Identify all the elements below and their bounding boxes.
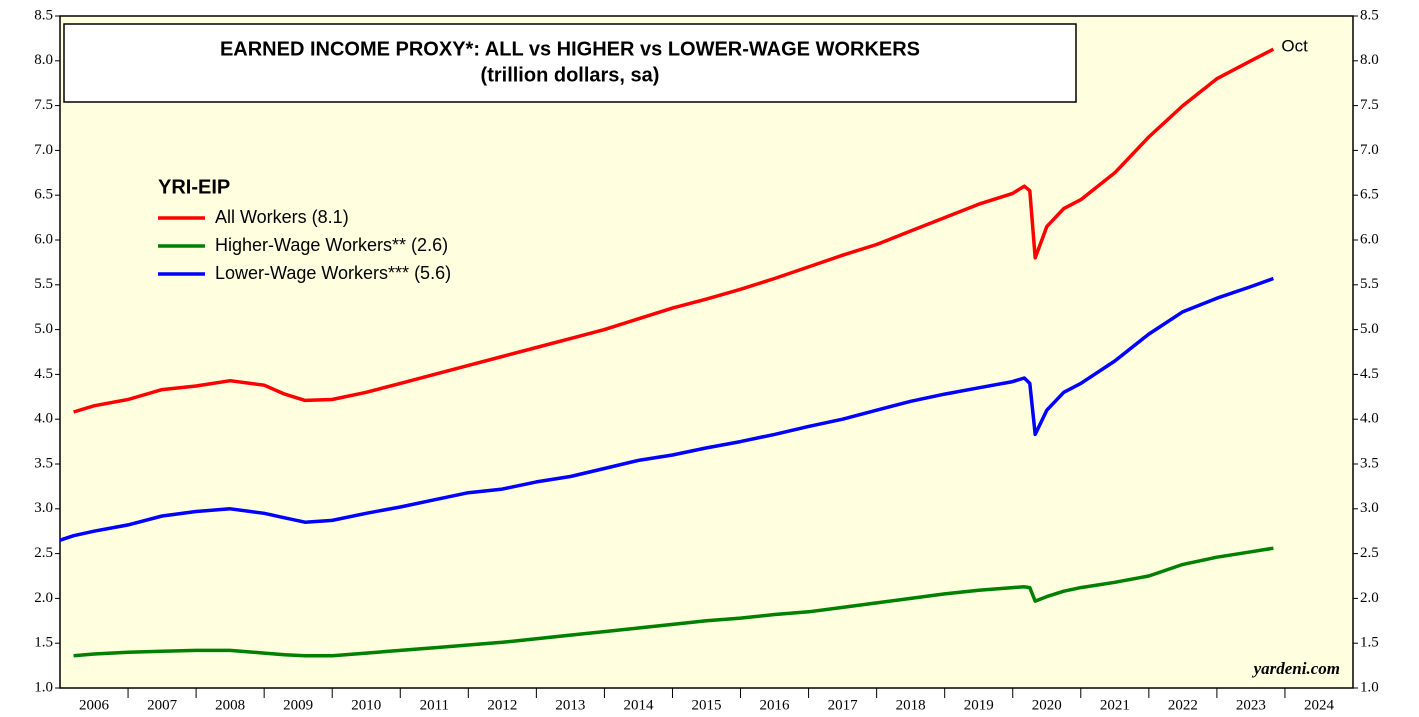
x-tick-label: 2011 bbox=[420, 697, 449, 713]
y-tick-label: 6.0 bbox=[34, 231, 53, 247]
y2-tick-label: 4.5 bbox=[1360, 366, 1379, 382]
y-tick-label: 4.5 bbox=[34, 366, 53, 382]
y2-tick-label: 6.0 bbox=[1360, 231, 1379, 247]
legend-label: Higher-Wage Workers** (2.6) bbox=[215, 235, 448, 255]
x-tick-label: 2007 bbox=[147, 697, 178, 713]
y-tick-label: 5.5 bbox=[34, 276, 53, 292]
y-tick-label: 7.5 bbox=[34, 97, 53, 113]
series-line bbox=[59, 276, 1274, 542]
y-tick-label: 1.0 bbox=[34, 679, 53, 695]
x-tick-label: 2009 bbox=[283, 697, 313, 713]
x-tick-label: 2010 bbox=[351, 697, 381, 713]
legend-label: All Workers (8.1) bbox=[215, 207, 349, 227]
source: yardeni.com bbox=[1252, 659, 1340, 678]
x-tick-label: 2006 bbox=[79, 697, 110, 713]
x-tick-label: 2021 bbox=[1100, 697, 1130, 713]
x-tick-label: 2013 bbox=[555, 697, 585, 713]
x-tick-label: 2018 bbox=[896, 697, 926, 713]
annotation: Oct bbox=[1281, 37, 1308, 56]
y2-tick-label: 1.0 bbox=[1360, 679, 1379, 695]
x-tick-label: 2017 bbox=[828, 697, 859, 713]
y-tick-label: 2.5 bbox=[34, 545, 53, 561]
y-tick-label: 8.0 bbox=[34, 52, 53, 68]
y-tick-label: 7.0 bbox=[34, 142, 53, 158]
y2-tick-label: 4.0 bbox=[1360, 411, 1379, 427]
y2-tick-label: 2.5 bbox=[1360, 545, 1379, 561]
legend-label: Lower-Wage Workers*** (5.6) bbox=[215, 263, 451, 283]
x-tick-label: 2019 bbox=[964, 697, 994, 713]
x-tick-label: 2014 bbox=[623, 697, 654, 713]
plot-area bbox=[59, 15, 1354, 689]
y-tick-label: 5.0 bbox=[34, 321, 53, 337]
y2-tick-label: 8.0 bbox=[1360, 52, 1379, 68]
y2-tick-label: 5.0 bbox=[1360, 321, 1379, 337]
y-tick-label: 6.5 bbox=[34, 187, 53, 203]
x-tick-label: 2020 bbox=[1032, 697, 1062, 713]
y-tick-label: 4.0 bbox=[34, 411, 53, 427]
y2-tick-label: 5.5 bbox=[1360, 276, 1379, 292]
series-line bbox=[73, 47, 1275, 414]
x-tick-label: 2023 bbox=[1236, 697, 1266, 713]
x-tick-label: 2008 bbox=[215, 697, 245, 713]
y-tick-label: 2.0 bbox=[34, 590, 53, 606]
y2-tick-label: 7.0 bbox=[1360, 142, 1379, 158]
y-tick-label: 3.0 bbox=[34, 500, 53, 516]
x-tick-label: 2012 bbox=[487, 697, 517, 713]
chart-subtitle: (trillion dollars, sa) bbox=[481, 64, 660, 86]
legend-title: YRI-EIP bbox=[158, 176, 230, 198]
x-tick-label: 2016 bbox=[760, 697, 791, 713]
y-tick-label: 1.5 bbox=[34, 635, 53, 651]
y2-tick-label: 3.5 bbox=[1360, 455, 1379, 471]
y2-tick-label: 2.0 bbox=[1360, 590, 1379, 606]
y2-tick-label: 1.5 bbox=[1360, 635, 1379, 651]
x-tick-label: 2024 bbox=[1304, 697, 1335, 713]
title-box bbox=[63, 23, 1077, 103]
y2-tick-label: 6.5 bbox=[1360, 187, 1379, 203]
y2-tick-label: 7.5 bbox=[1360, 97, 1379, 113]
series-line bbox=[73, 546, 1274, 658]
y2-tick-label: 8.5 bbox=[1360, 7, 1379, 23]
y2-tick-label: 3.0 bbox=[1360, 500, 1379, 516]
y-tick-label: 8.5 bbox=[34, 7, 53, 23]
chart-title: EARNED INCOME PROXY*: ALL vs HIGHER vs L… bbox=[220, 38, 920, 60]
y-tick-label: 3.5 bbox=[34, 455, 53, 471]
x-tick-label: 2015 bbox=[692, 697, 722, 713]
x-tick-label: 2022 bbox=[1168, 697, 1198, 713]
